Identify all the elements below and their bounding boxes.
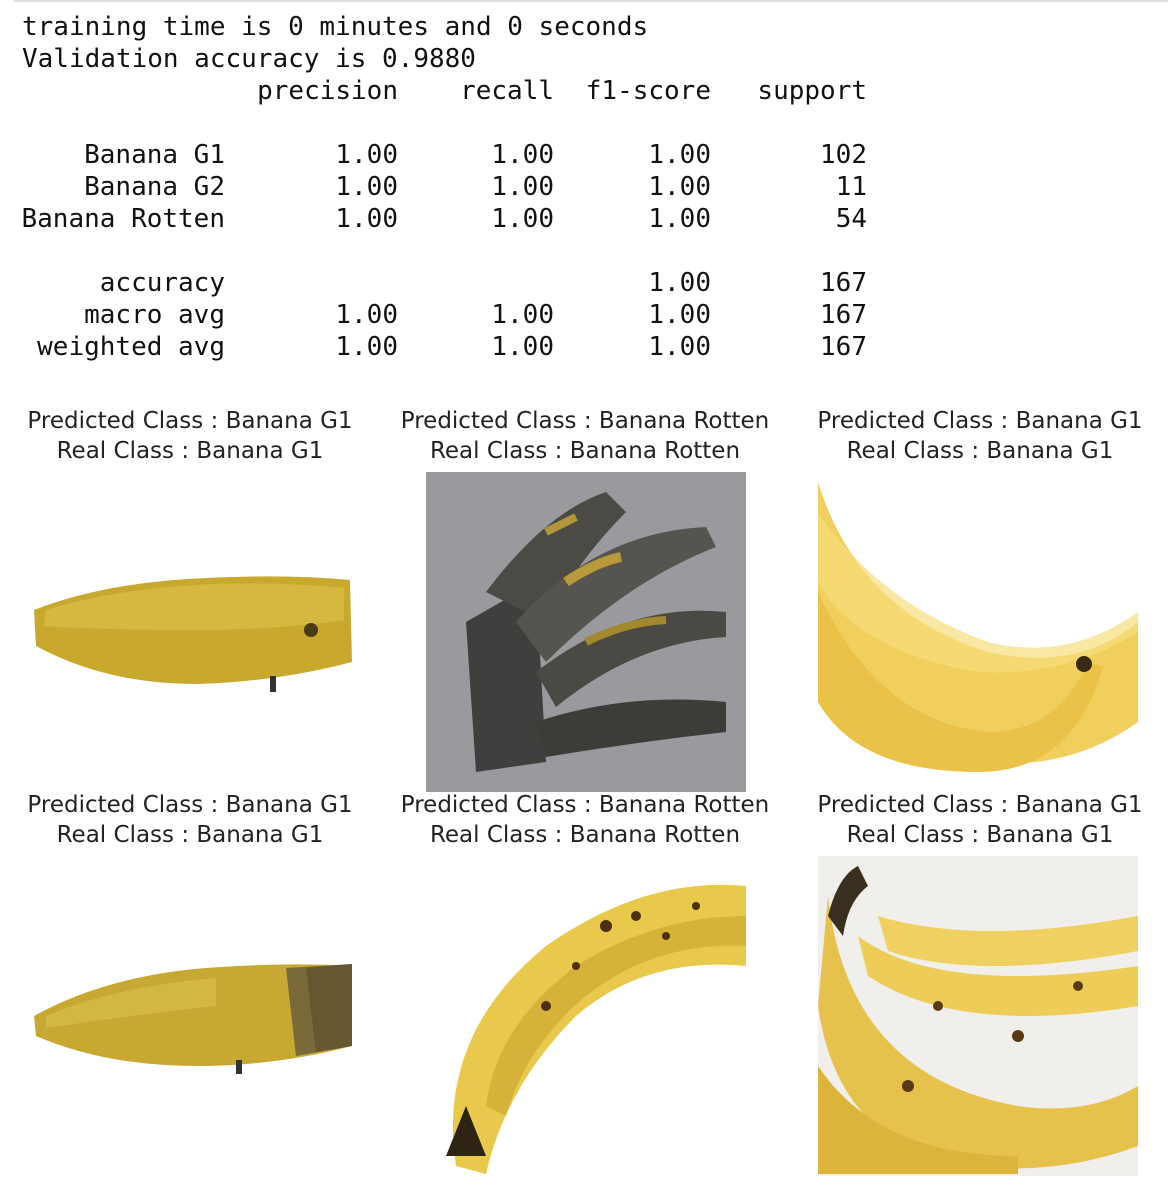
predicted-class-label: Predicted Class : Banana Rotten	[400, 792, 770, 818]
predicted-class-label: Predicted Class : Banana G1	[817, 408, 1143, 434]
real-class-label: Real Class : Banana Rotten	[429, 438, 741, 464]
row-recall: 1.00	[491, 332, 554, 362]
row-support: 102	[820, 140, 867, 170]
real-class-label: Real Class : Banana G1	[846, 822, 1114, 848]
training-time-text: training time is 0 minutes and 0 seconds	[22, 12, 649, 42]
row-recall: 1.00	[491, 172, 554, 202]
header-support: support	[757, 76, 867, 106]
classification-report: precision recall f1-score support Banana…	[0, 75, 880, 395]
banana-image	[426, 856, 746, 1176]
report-row: accuracy 1.00 167	[0, 267, 880, 299]
row-precision: 1.00	[335, 204, 398, 234]
row-support: 54	[835, 204, 867, 234]
report-row: Banana G2 1.00 1.00 1.00 11	[0, 171, 880, 203]
banana-image	[818, 472, 1138, 792]
banana-image	[426, 472, 746, 792]
row-f1: 1.00	[648, 172, 711, 202]
prediction-panel: Predicted Class : Banana G1 Real Class :…	[10, 406, 370, 466]
predicted-class-label: Predicted Class : Banana G1	[817, 792, 1143, 818]
predicted-class-label: Predicted Class : Banana G1	[27, 408, 353, 434]
real-class-label: Real Class : Banana G1	[846, 438, 1114, 464]
header-recall: recall	[460, 76, 554, 106]
row-label: weighted avg	[37, 332, 225, 362]
row-label: Banana G1	[84, 140, 225, 170]
validation-accuracy-text: Validation accuracy is 0.9880	[22, 44, 476, 74]
row-f1: 1.00	[648, 204, 711, 234]
prediction-panel: Predicted Class : Banana G1 Real Class :…	[10, 790, 370, 850]
row-label: Banana G2	[84, 172, 225, 202]
banana-image	[26, 470, 356, 790]
row-recall: 1.00	[491, 140, 554, 170]
row-precision: 1.00	[335, 172, 398, 202]
row-support: 167	[820, 332, 867, 362]
prediction-panel: Predicted Class : Banana Rotten Real Cla…	[385, 790, 785, 850]
row-support: 11	[835, 172, 867, 202]
predicted-class-label: Predicted Class : Banana G1	[27, 792, 353, 818]
real-class-label: Real Class : Banana Rotten	[429, 822, 741, 848]
row-f1: 1.00	[648, 140, 711, 170]
real-class-label: Real Class : Banana G1	[56, 822, 324, 848]
prediction-panel: Predicted Class : Banana G1 Real Class :…	[800, 790, 1160, 850]
row-precision: 1.00	[335, 300, 398, 330]
row-precision: 1.00	[335, 140, 398, 170]
row-support: 167	[820, 268, 867, 298]
row-label: Banana Rotten	[21, 204, 226, 234]
report-row: Banana Rotten 1.00 1.00 1.00 54	[0, 203, 880, 235]
cell-output-border	[14, 0, 1168, 2]
real-class-label: Real Class : Banana G1	[56, 438, 324, 464]
predicted-class-label: Predicted Class : Banana Rotten	[400, 408, 770, 434]
header-f1-score: f1-score	[585, 76, 711, 106]
header-precision: precision	[257, 76, 398, 106]
row-f1: 1.00	[648, 300, 711, 330]
row-recall: 1.00	[491, 300, 554, 330]
banana-image	[818, 856, 1138, 1176]
prediction-panel: Predicted Class : Banana G1 Real Class :…	[800, 406, 1160, 466]
banana-image	[26, 856, 356, 1176]
row-f1: 1.00	[648, 332, 711, 362]
row-label: accuracy	[99, 268, 225, 298]
row-f1: 1.00	[648, 268, 711, 298]
report-row: Banana G1 1.00 1.00 1.00 102	[0, 139, 880, 171]
report-header-row: precision recall f1-score support	[0, 75, 880, 107]
report-row: weighted avg 1.00 1.00 1.00 167	[0, 331, 880, 363]
row-label: macro avg	[84, 300, 225, 330]
row-precision: 1.00	[335, 332, 398, 362]
row-support: 167	[820, 300, 867, 330]
report-row: macro avg 1.00 1.00 1.00 167	[0, 299, 880, 331]
prediction-panel: Predicted Class : Banana Rotten Real Cla…	[385, 406, 785, 466]
row-recall: 1.00	[491, 204, 554, 234]
